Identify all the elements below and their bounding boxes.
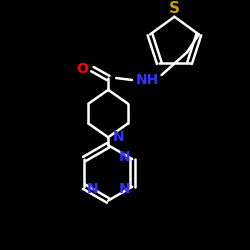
Text: N: N bbox=[118, 182, 130, 196]
Text: O: O bbox=[76, 62, 88, 76]
Text: NH: NH bbox=[136, 73, 159, 87]
Text: N: N bbox=[118, 150, 130, 164]
Text: N: N bbox=[112, 130, 124, 144]
Text: N: N bbox=[86, 182, 98, 196]
Text: S: S bbox=[169, 1, 180, 16]
